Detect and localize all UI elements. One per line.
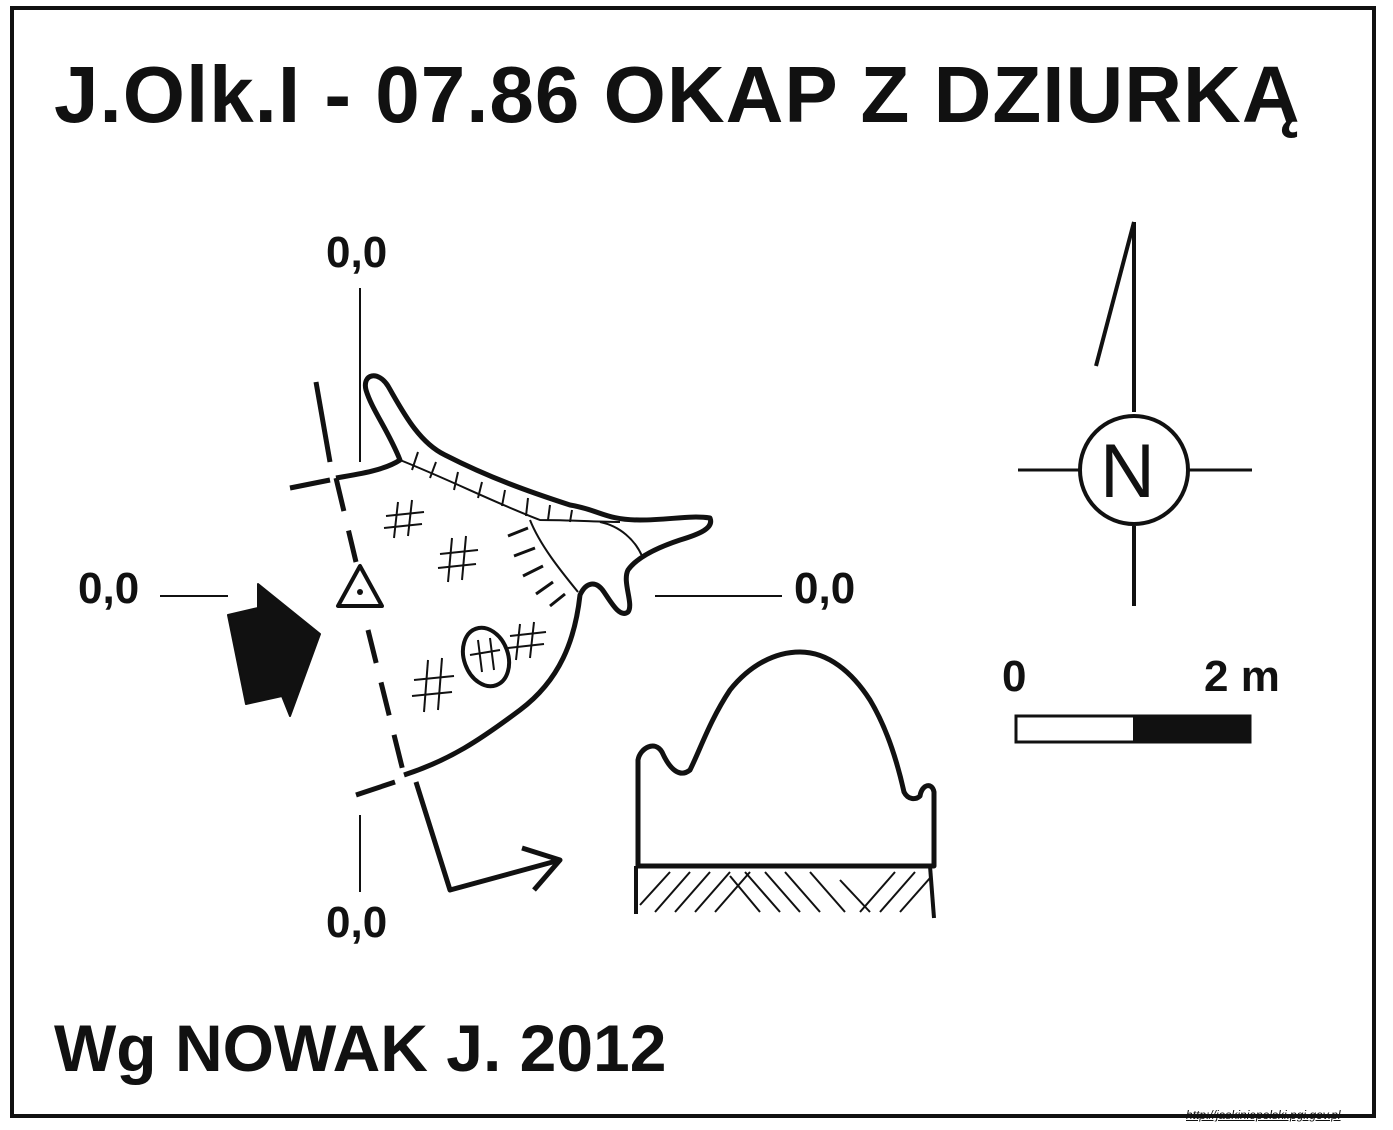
section-label-right: 0,0	[794, 564, 856, 613]
section-lines	[160, 288, 782, 892]
rubble-mark	[507, 621, 547, 661]
survey-point-triangle-icon	[336, 564, 384, 608]
cave-inner-details	[399, 451, 643, 593]
rubble-mark	[411, 657, 455, 713]
dripline-dashed	[289, 381, 407, 798]
profile-view-arrow-icon	[413, 781, 563, 893]
boulder-symbol	[460, 625, 512, 689]
cave-outline	[335, 373, 714, 778]
north-arrow-icon	[1018, 221, 1252, 606]
section-label-bottom: 0,0	[326, 898, 388, 947]
compass-north-letter: N	[1100, 429, 1155, 514]
cave-slope-ticks	[507, 526, 566, 608]
scale-bar	[1014, 714, 1252, 744]
map-frame	[10, 6, 1376, 1118]
rubble-mark	[383, 499, 425, 539]
cave-cross-section	[634, 649, 937, 919]
section-label-top: 0,0	[326, 228, 388, 277]
source-url-link[interactable]: http://jaskiniepolski.pgi.gov.pl	[1186, 1108, 1341, 1122]
ground-hatching	[639, 871, 931, 913]
scale-end-label: 2 m	[1204, 652, 1280, 701]
rubble-mark	[437, 535, 479, 583]
rubble-marks	[383, 499, 547, 713]
entrance-arrow-icon	[227, 583, 321, 717]
author-credit: Wg NOWAK J. 2012	[54, 1011, 667, 1085]
page-title: J.Olk.I - 07.86 OKAP Z DZIURKĄ	[54, 50, 1301, 139]
scale-start-label: 0	[1002, 652, 1027, 701]
section-label-left: 0,0	[78, 564, 140, 613]
